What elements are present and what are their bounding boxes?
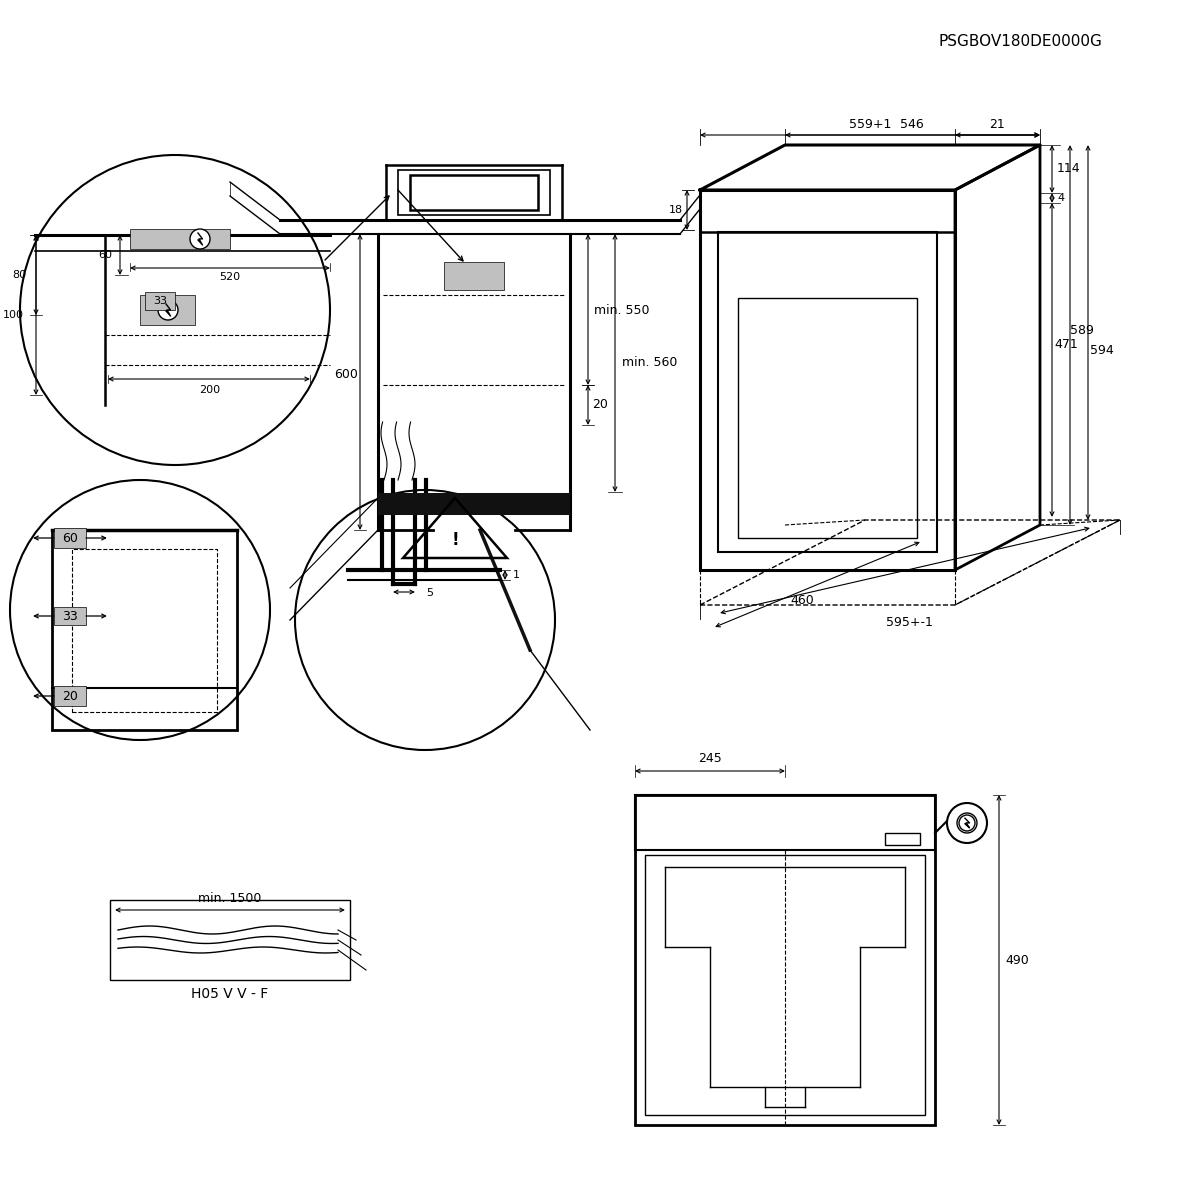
Circle shape [10,480,270,740]
Bar [52,530,238,730]
Bar [700,190,955,232]
Text: 100: 100 [2,310,24,320]
Text: 1: 1 [512,570,520,580]
Bar [738,298,917,538]
Text: 21: 21 [989,119,1004,132]
Bar [110,900,350,980]
Bar [444,262,504,290]
Text: 520: 520 [220,272,240,282]
Circle shape [158,300,178,320]
Bar [54,528,86,548]
Text: 33: 33 [154,296,167,306]
Text: PSGBOV180DE0000G: PSGBOV180DE0000G [938,35,1102,49]
Text: 589: 589 [1070,324,1094,336]
Text: 114: 114 [1056,162,1080,175]
Bar [646,854,925,1115]
Text: min. 550: min. 550 [594,304,649,317]
Bar [54,686,86,706]
Bar [410,175,538,210]
Bar [398,170,550,215]
Text: 5: 5 [426,588,433,598]
Text: 200: 200 [199,385,221,395]
Text: 559+1: 559+1 [848,119,892,132]
Text: 60: 60 [98,250,112,260]
Text: 460: 460 [790,594,814,607]
Bar [130,229,230,248]
Text: 245: 245 [698,752,722,766]
Circle shape [947,803,986,842]
Text: 4: 4 [1057,193,1064,203]
Text: 595+-1: 595+-1 [886,617,932,630]
Bar [54,607,86,625]
Text: 80: 80 [12,270,26,280]
Text: 20: 20 [592,398,608,412]
Circle shape [295,490,554,750]
Text: 471: 471 [1054,338,1078,352]
Bar [378,493,570,515]
Text: 600: 600 [334,368,358,382]
Text: 546: 546 [900,119,924,132]
Circle shape [20,155,330,464]
Bar [635,794,935,1126]
Text: min. 560: min. 560 [623,356,678,370]
Circle shape [190,229,210,248]
Text: 490: 490 [1006,954,1028,966]
Text: 33: 33 [62,610,78,623]
Text: min. 1500: min. 1500 [198,892,262,905]
Text: !: ! [451,530,458,550]
Bar [635,794,935,850]
Bar [145,292,175,310]
Text: 18: 18 [668,205,683,215]
Text: 594: 594 [1090,343,1114,356]
Text: 20: 20 [62,690,78,702]
Bar [886,833,920,845]
Bar [718,232,937,552]
Bar [72,550,217,712]
Bar [140,295,194,325]
Circle shape [959,815,974,830]
Text: H05 V V - F: H05 V V - F [191,986,269,1001]
Bar [700,190,955,570]
Text: 60: 60 [62,532,78,545]
